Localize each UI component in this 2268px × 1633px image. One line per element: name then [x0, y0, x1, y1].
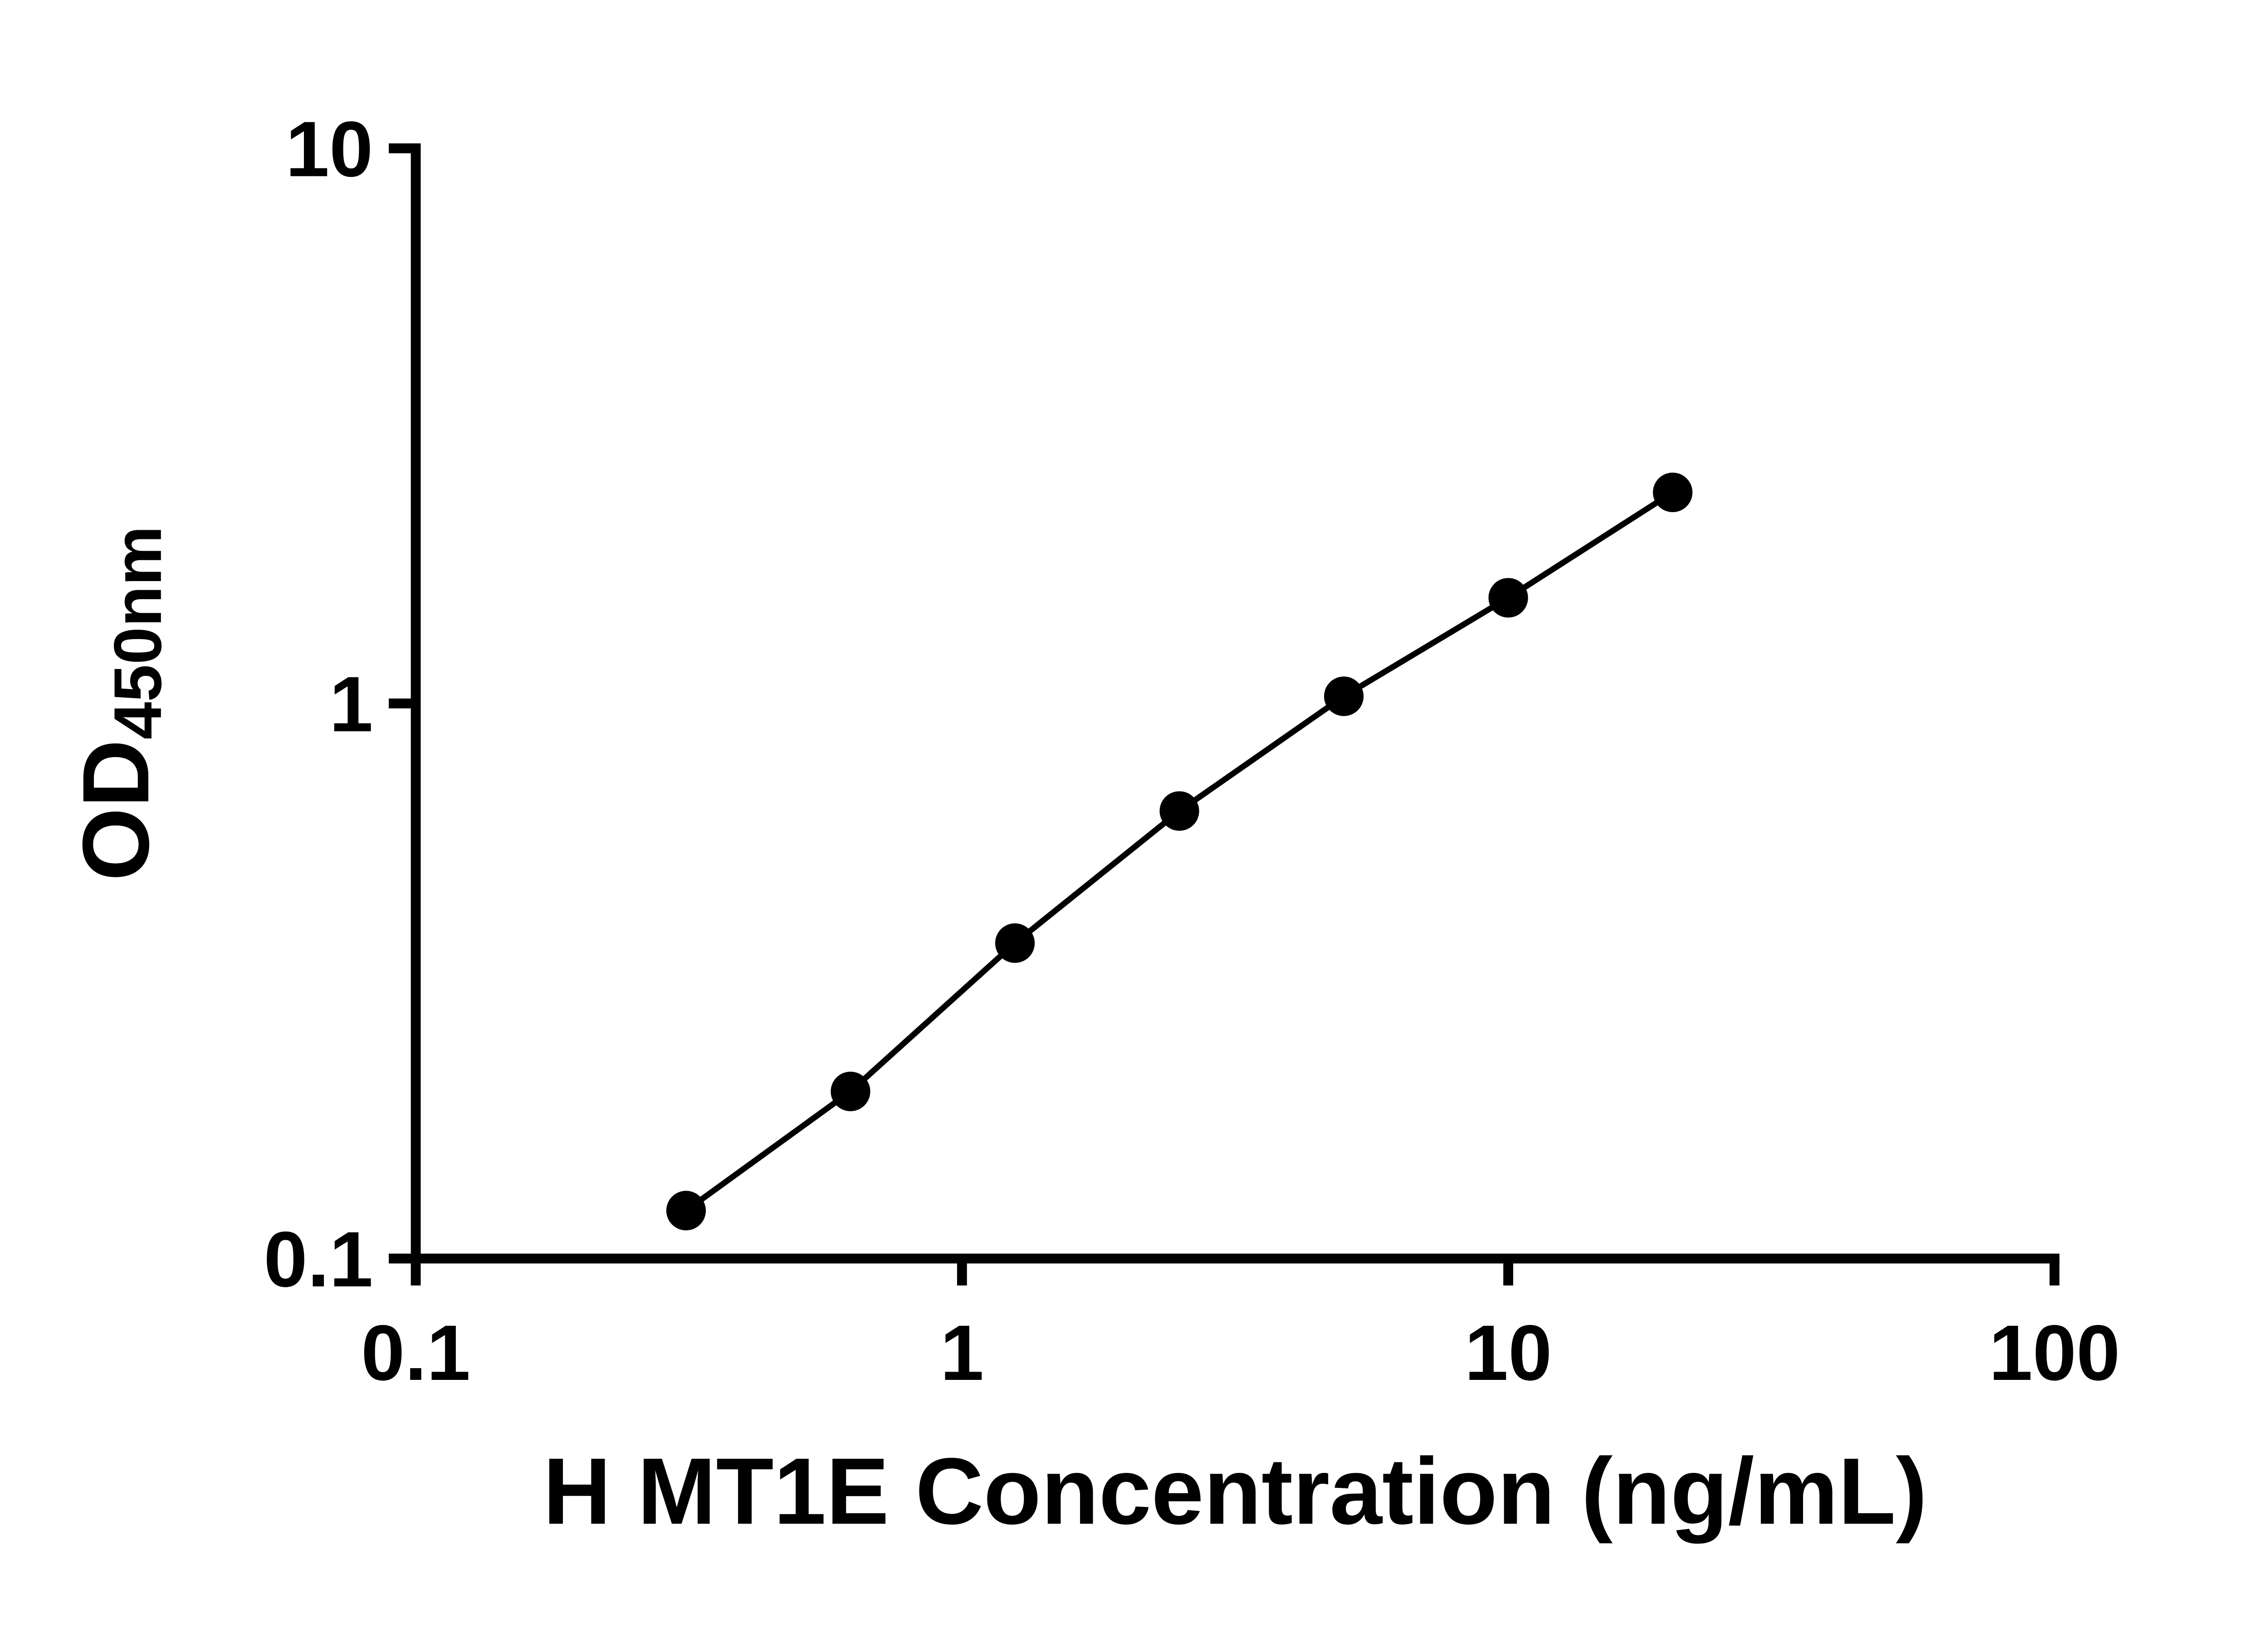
data-point	[1159, 791, 1199, 831]
y-axis-title: OD450nm	[64, 526, 176, 881]
x-tick-label: 1	[940, 1309, 984, 1397]
axis-ticks	[389, 143, 2060, 1286]
x-tick-label: 10	[1465, 1309, 1552, 1397]
y-axis-title-sub: 450nm	[100, 526, 176, 739]
data-series	[666, 472, 1693, 1231]
y-tick-label: 1	[329, 660, 373, 748]
x-tick-label: 100	[1989, 1309, 2120, 1397]
data-point	[995, 923, 1035, 963]
axis-tick-labels: 0.1 1 10 100 0.1 1 10	[264, 105, 2120, 1397]
y-tick-label: 10	[286, 105, 373, 193]
data-point	[1488, 578, 1528, 618]
y-tick-label: 0.1	[264, 1215, 373, 1303]
data-point	[1652, 472, 1693, 513]
data-point	[666, 1191, 706, 1231]
y-axis-title-main: OD	[64, 739, 169, 881]
data-point	[1324, 676, 1364, 716]
data-point	[831, 1071, 870, 1111]
x-axis-title: H MT1E Concentration (ng/mL)	[543, 1439, 1927, 1544]
x-tick-label: 0.1	[361, 1309, 470, 1397]
